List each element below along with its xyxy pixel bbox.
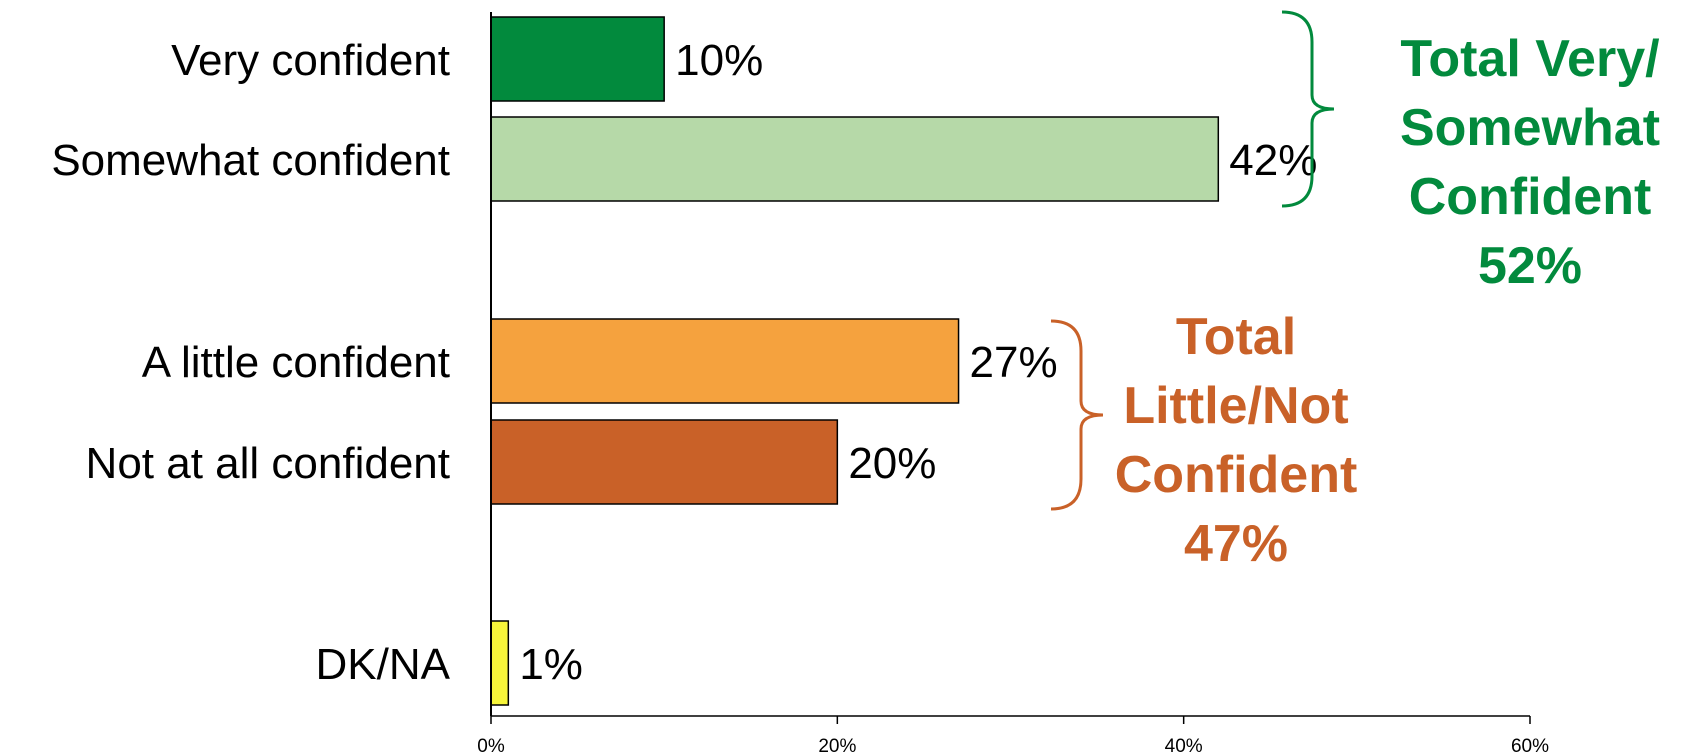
x-tick-label-0: 0% xyxy=(477,736,505,754)
category-label-dk-na: DK/NA xyxy=(316,640,451,689)
x-tick-label-40: 40% xyxy=(1165,736,1203,754)
group-label-1-line-3: Confident xyxy=(1409,168,1652,226)
group-label-2-line-3: Confident xyxy=(1115,446,1358,504)
group-label-2-line-1: Total xyxy=(1176,308,1296,366)
group-label-1-line-1: Total Very/ xyxy=(1400,30,1659,88)
value-label-somewhat-confident: 42% xyxy=(1229,136,1317,185)
bar-not-at-all-confident xyxy=(490,419,839,505)
value-label-dk-na: 1% xyxy=(519,640,583,689)
x-tick-label-60: 60% xyxy=(1511,736,1549,754)
group-label-1-line-2: Somewhat xyxy=(1400,99,1660,157)
category-label-very-confident: Very confident xyxy=(171,36,450,85)
value-label-a-little-confident: 27% xyxy=(970,338,1058,387)
group-label-2-line-2: Little/Not xyxy=(1123,377,1348,435)
category-label-not-at-all-confident: Not at all confident xyxy=(86,439,450,488)
value-label-not-at-all-confident: 20% xyxy=(848,439,936,488)
group-brace-2 xyxy=(1050,319,1104,511)
bar-a-little-confident xyxy=(490,318,960,404)
category-label-a-little-confident: A little confident xyxy=(142,338,450,387)
value-label-very-confident: 10% xyxy=(675,36,763,85)
x-tick-label-20: 20% xyxy=(818,736,856,754)
bar-somewhat-confident xyxy=(490,116,1220,202)
bar-dk-na xyxy=(490,620,510,706)
category-label-somewhat-confident: Somewhat confident xyxy=(51,136,450,185)
group-label-2-line-4: 47% xyxy=(1184,515,1288,573)
bar-very-confident xyxy=(490,16,665,102)
group-brace-1 xyxy=(1281,10,1335,208)
group-label-1-line-4: 52% xyxy=(1478,237,1582,295)
